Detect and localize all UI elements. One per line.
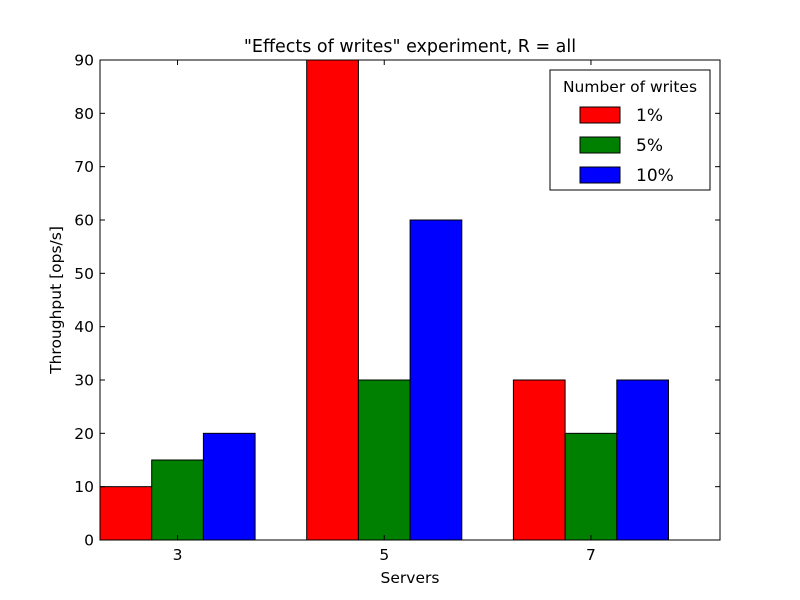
bars-group xyxy=(99,59,669,541)
x-tick-label: 5 xyxy=(379,546,389,564)
legend-swatch xyxy=(579,136,621,154)
y-tick-label: 0 xyxy=(84,532,94,550)
legend-items: 1% 5% 10% xyxy=(579,106,674,186)
chart-title: "Effects of writes" experiment, R = all xyxy=(244,37,576,57)
legend-label: 10% xyxy=(636,166,674,186)
y-tick-label: 90 xyxy=(74,52,94,70)
y-tick-label: 50 xyxy=(74,265,94,283)
legend-box xyxy=(549,69,711,191)
bar-10pct-5 xyxy=(409,219,463,541)
y-tick-label: 10 xyxy=(74,478,94,496)
legend-swatch xyxy=(579,166,621,184)
bar-1pct-5 xyxy=(306,59,359,541)
legend-label: 1% xyxy=(636,106,663,126)
bar-10pct-7 xyxy=(616,379,669,541)
plot-frame xyxy=(99,59,721,541)
legend-swatch xyxy=(579,106,621,124)
bar-5pct-7 xyxy=(564,432,618,541)
y-tick-label: 20 xyxy=(74,425,94,443)
bar-1pct-3 xyxy=(99,486,153,541)
bar-5pct-3 xyxy=(151,459,204,541)
y-tick-label: 80 xyxy=(74,105,94,123)
x-tick-label: 7 xyxy=(586,546,596,564)
y-tick-label: 30 xyxy=(74,372,94,390)
y-axis: 0 10 20 30 40 50 60 70 80 90 xyxy=(74,52,720,550)
legend: Number of writes 1% 5% 10% xyxy=(549,69,711,191)
x-axis: 3 5 7 xyxy=(173,60,596,564)
y-tick-label: 60 xyxy=(74,212,94,230)
bar-10pct-3 xyxy=(202,432,256,541)
bar-5pct-5 xyxy=(357,379,411,541)
x-tick-label: 3 xyxy=(173,546,183,564)
legend-label: 5% xyxy=(636,136,663,156)
bar-1pct-7 xyxy=(512,379,566,541)
x-axis-label: Servers xyxy=(381,569,440,587)
legend-title: Number of writes xyxy=(563,78,697,96)
y-tick-label: 40 xyxy=(74,318,94,336)
y-axis-label: Throughput [ops/s] xyxy=(47,226,65,375)
y-tick-label: 70 xyxy=(74,158,94,176)
